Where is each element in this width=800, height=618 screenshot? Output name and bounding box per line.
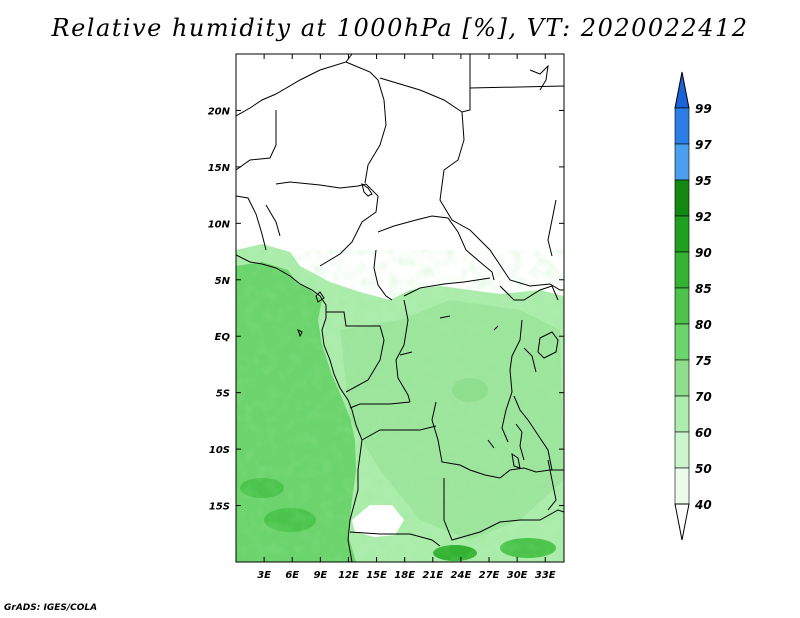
colorbar-segment (674, 287, 690, 325)
colorbar-segment (674, 467, 690, 505)
lon-tick-label: 24E (451, 570, 472, 581)
lon-tick-label: 27E (479, 570, 500, 581)
colorbar-label: 92 (695, 210, 712, 224)
colorbar-label: 99 (695, 102, 712, 116)
map-frame (235, 53, 565, 563)
humidity-field (236, 54, 564, 562)
lat-tick-label: 10N (208, 219, 231, 230)
latitude-axis: 20N 15N 10N 5N EQ 5S 10S 15S (208, 106, 564, 513)
colorbar-segment (674, 431, 690, 469)
lat-tick-label: EQ (215, 332, 231, 343)
colorbar-over-triangle (674, 71, 690, 109)
lat-tick-label: 20N (208, 106, 231, 117)
humidity-texture (236, 250, 564, 562)
lon-tick-label: 18E (394, 570, 415, 581)
colorbar-label: 85 (695, 282, 712, 296)
colorbar-label: 95 (695, 174, 712, 188)
colorbar: 99 97 95 92 90 85 80 75 70 60 50 40 (674, 71, 712, 541)
colorbar-label: 90 (695, 246, 712, 260)
colorbar-segment (674, 395, 690, 433)
colorbar-label: 40 (694, 498, 712, 512)
lon-tick-label: 33E (535, 570, 556, 581)
longitude-axis: 3E 6E 9E 12E 15E 18E 21E 24E 27E 30E 33E (257, 54, 556, 581)
colorbar-label: 70 (695, 390, 712, 404)
lon-tick-label: 15E (366, 570, 387, 581)
colorbar-segment (674, 143, 690, 181)
colorbar-label: 60 (695, 426, 712, 440)
colorbar-label: 97 (695, 138, 712, 152)
lat-tick-label: 5N (215, 276, 231, 287)
coastlines-and-borders (236, 54, 564, 562)
colorbar-label: 80 (695, 318, 712, 332)
lon-tick-label: 3E (257, 570, 271, 581)
colorbar-segment (674, 323, 690, 361)
colorbar-under-triangle (674, 503, 690, 541)
colorbar-label: 50 (695, 462, 712, 476)
lon-tick-label: 12E (338, 570, 359, 581)
lat-tick-label: 5S (216, 389, 230, 400)
colorbar-label: 75 (695, 354, 712, 368)
lon-tick-label: 6E (285, 570, 299, 581)
map-title: Relative humidity at 1000hPa [%], VT: 20… (51, 14, 749, 42)
lon-tick-label: 30E (507, 570, 528, 581)
credit-text: GrADS: IGES/COLA (4, 603, 98, 613)
lon-tick-label: 21E (422, 570, 443, 581)
lat-tick-label: 15S (209, 502, 230, 513)
lat-tick-label: 15N (208, 163, 231, 174)
colorbar-segment (674, 107, 690, 145)
colorbar-segment (674, 359, 690, 397)
colorbar-segment (674, 179, 690, 217)
lat-tick-label: 10S (209, 445, 230, 456)
colorbar-segment (674, 215, 690, 253)
lon-tick-label: 9E (313, 570, 327, 581)
colorbar-segment (674, 251, 690, 289)
